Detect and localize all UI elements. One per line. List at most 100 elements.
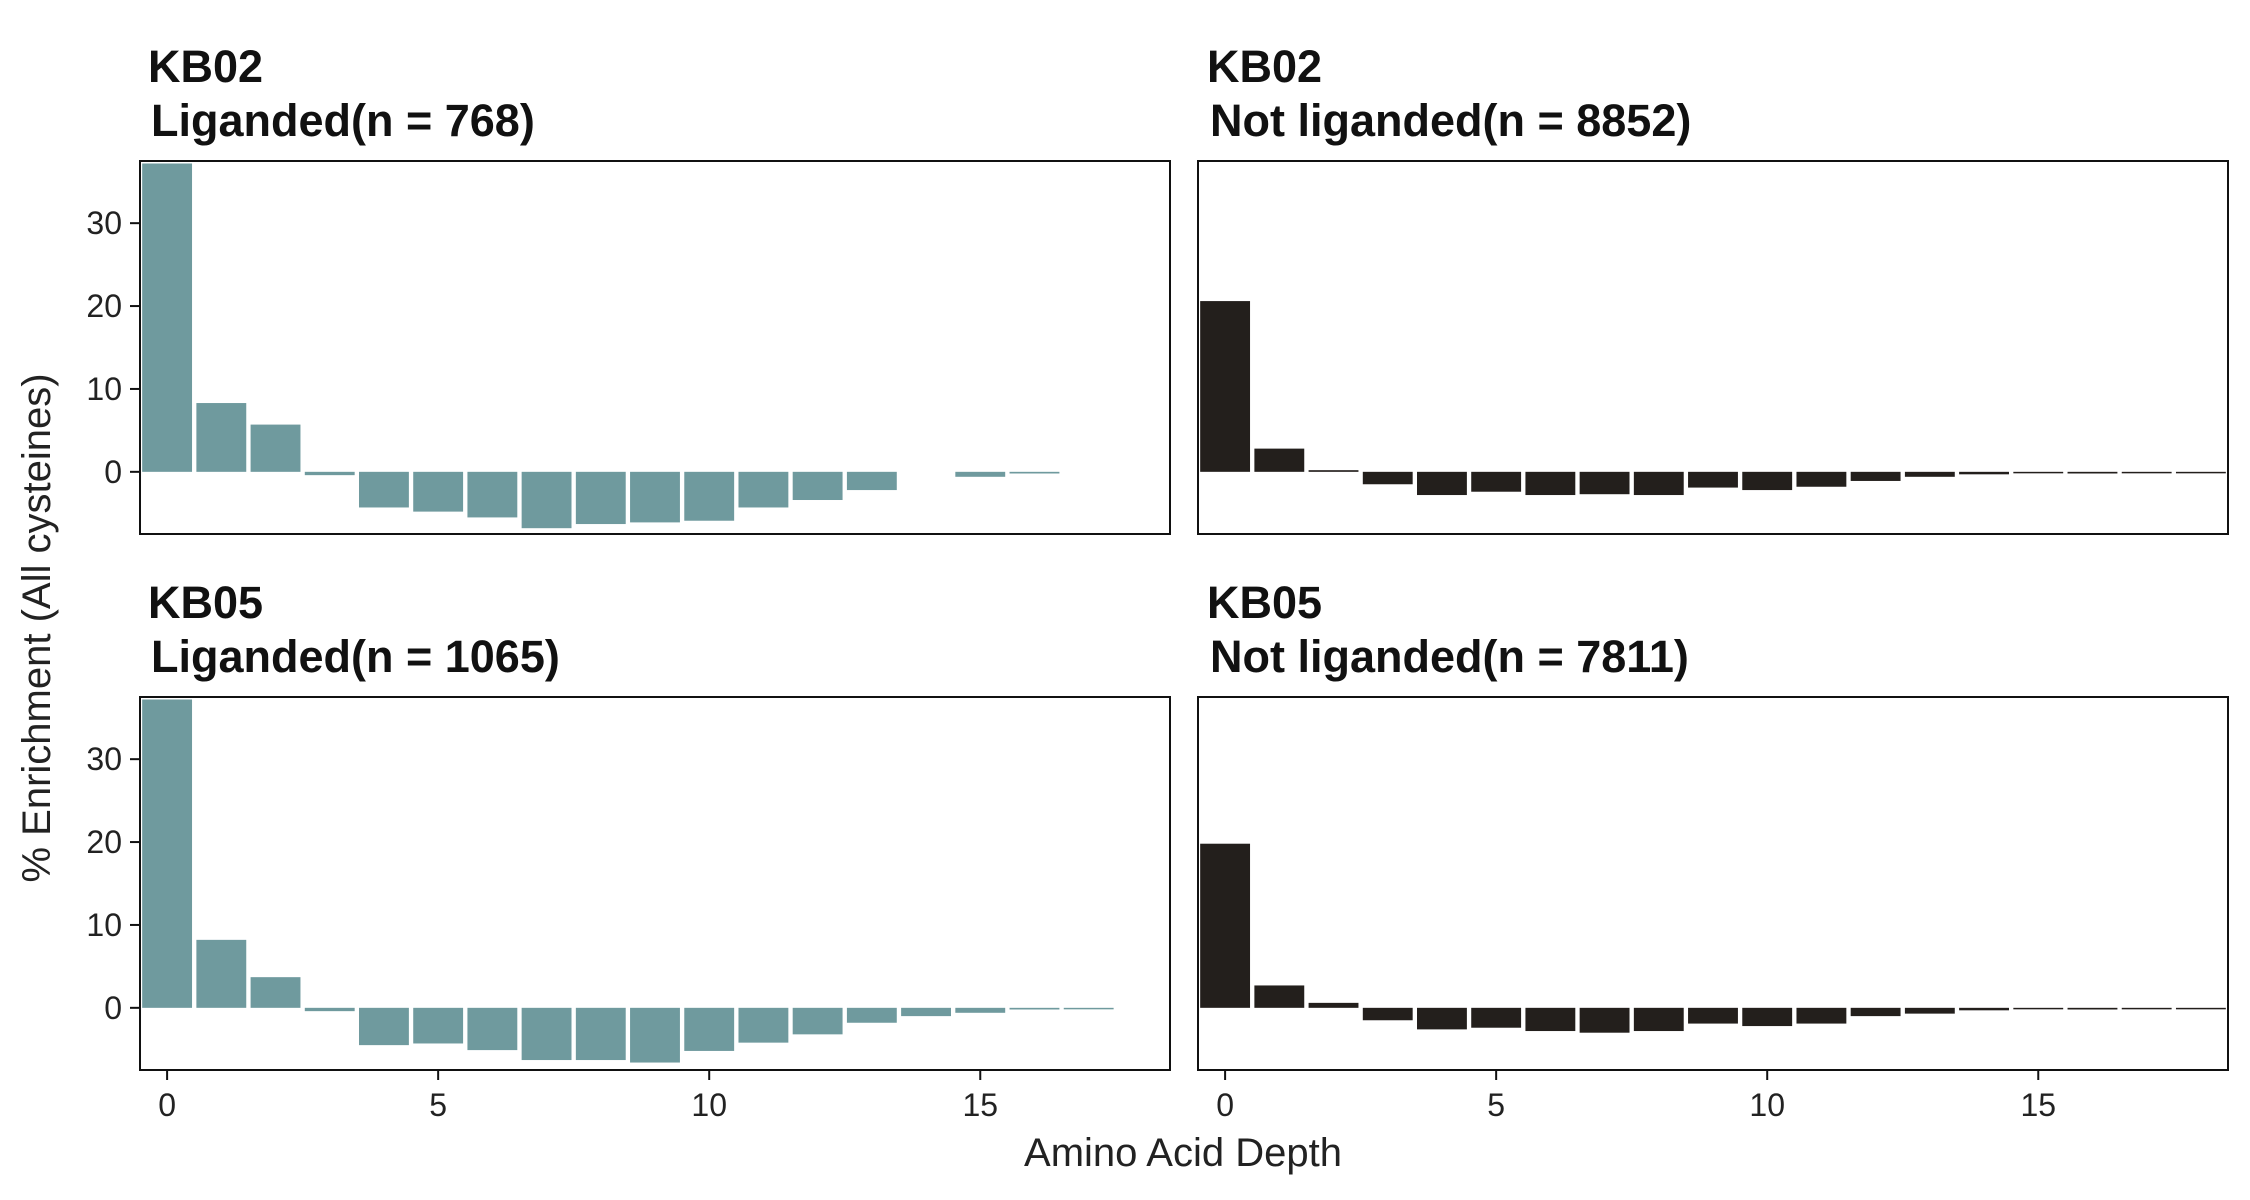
y-tick-label: 10 (86, 907, 122, 943)
bar-depth-3 (1362, 1007, 1413, 1021)
panel-2-title-line2: Not liganded(n = 8852) (1210, 95, 1691, 146)
bar-depth-13 (846, 1007, 897, 1023)
bar-depth-0 (1200, 301, 1251, 472)
bar-depth-11 (1796, 1007, 1847, 1024)
bar-depth-5 (1471, 1007, 1522, 1028)
bar-depth-8 (575, 1007, 626, 1061)
plot-frame (139, 160, 1171, 535)
bar-depth-9 (1688, 1007, 1738, 1024)
bar-depth-12 (1850, 471, 1901, 481)
bar-depth-12 (792, 471, 843, 501)
bar-depth-16 (2067, 1007, 2118, 1010)
bar-depth-10 (684, 471, 735, 521)
y-tick-label: 10 (86, 371, 122, 407)
bar-depth-15 (955, 1007, 1006, 1013)
bar-depth-16 (1009, 1007, 1060, 1010)
bar-depth-9 (630, 471, 680, 523)
bar-depth-14 (901, 1007, 951, 1017)
panel-3-title-line2: Liganded(n = 1065) (151, 631, 560, 682)
bar-depth-3 (304, 471, 355, 476)
x-tick-label: 5 (1487, 1087, 1505, 1123)
bar-depth-0 (142, 699, 193, 1008)
bar-depth-14 (1959, 471, 2009, 475)
bar-depth-5 (413, 471, 464, 512)
bar-depth-10 (1742, 1007, 1793, 1027)
bar-depth-18 (2175, 471, 2226, 474)
plot-frame (1197, 696, 2229, 1071)
bar-depth-7 (1579, 471, 1630, 495)
bar-depth-0 (142, 163, 193, 472)
x-axis-label: Amino Acid Depth (1024, 1131, 1342, 1175)
plot-frame (139, 696, 1171, 1071)
bar-depth-13 (846, 471, 897, 491)
bar-depth-6 (467, 471, 518, 518)
bar-depth-2 (1308, 470, 1359, 472)
bar-depth-4 (1417, 471, 1467, 496)
bar-depth-5 (413, 1007, 464, 1044)
bar-depth-9 (630, 1007, 680, 1063)
bar-depth-9 (1688, 471, 1738, 488)
x-tick-label: 0 (158, 1087, 176, 1123)
bar-depth-12 (1850, 1007, 1901, 1017)
bar-depth-4 (359, 1007, 409, 1046)
y-tick-label: 20 (86, 824, 122, 860)
bar-depth-7 (1579, 1007, 1630, 1033)
bar-depth-13 (1904, 471, 1955, 477)
bar-depth-10 (1742, 471, 1793, 491)
bar-depth-2 (250, 424, 301, 472)
panel-3-title-line1: KB05 (148, 577, 263, 628)
x-tick-label: 10 (691, 1087, 727, 1123)
bar-depth-1 (1254, 448, 1305, 472)
bar-depth-17 (2121, 1007, 2172, 1010)
bar-depth-6 (467, 1007, 518, 1051)
bar-depth-10 (684, 1007, 735, 1051)
panel-kb05-liganded: 0 10 20 30 0 5 10 15 (86, 696, 1171, 1123)
plot-frame (1197, 160, 2229, 535)
panel-1-title-line2: Liganded(n = 768) (151, 95, 535, 146)
bar-depth-1 (196, 939, 247, 1008)
y-tick-label: 20 (86, 288, 122, 324)
y-tick-label: 30 (86, 741, 122, 777)
bar-depth-3 (304, 1007, 355, 1012)
y-tick-label: 0 (104, 990, 122, 1026)
panel-4-title-line2: Not liganded(n = 7811) (1210, 631, 1689, 682)
bar-depth-12 (792, 1007, 843, 1035)
bar-depth-1 (1254, 985, 1305, 1008)
bar-depth-1 (196, 403, 247, 472)
bar-depth-8 (575, 471, 626, 525)
bar-depth-15 (2013, 471, 2064, 474)
bar-depth-6 (1525, 471, 1576, 496)
bar-depth-14 (1959, 1007, 2009, 1011)
bar-depth-13 (1904, 1007, 1955, 1014)
y-axis-label: % Enrichment (All cysteines) (15, 373, 59, 882)
bar-depth-6 (1525, 1007, 1576, 1032)
panel-4-title-line1: KB05 (1207, 577, 1322, 628)
panel-kb02-not-liganded (1197, 160, 2229, 535)
bar-depth-3 (1362, 471, 1413, 485)
bar-depth-7 (521, 471, 572, 529)
bar-depth-15 (2013, 1007, 2064, 1010)
panel-1-title-line1: KB02 (148, 41, 263, 92)
bar-depth-4 (1417, 1007, 1467, 1030)
bar-depth-11 (1796, 471, 1847, 487)
bar-depth-4 (359, 471, 409, 508)
y-tick-label: 0 (104, 454, 122, 490)
bar-depth-18 (2175, 1007, 2226, 1010)
x-tick-label: 15 (962, 1087, 998, 1123)
x-tick-label: 10 (1749, 1087, 1785, 1123)
bar-depth-16 (1009, 471, 1060, 474)
x-tick-label: 5 (429, 1087, 447, 1123)
panel-kb02-liganded: 0 10 20 30 (86, 160, 1171, 535)
bar-depth-17 (1063, 1007, 1114, 1010)
bar-depth-0 (1200, 843, 1251, 1008)
bar-depth-8 (1633, 471, 1684, 496)
bar-depth-5 (1471, 471, 1522, 492)
bar-depth-11 (738, 471, 789, 508)
x-tick-label: 0 (1216, 1087, 1234, 1123)
bar-depth-17 (2121, 471, 2172, 474)
bar-depth-11 (738, 1007, 789, 1043)
x-tick-label: 15 (2020, 1087, 2056, 1123)
y-tick-label: 30 (86, 205, 122, 241)
bar-depth-8 (1633, 1007, 1684, 1032)
